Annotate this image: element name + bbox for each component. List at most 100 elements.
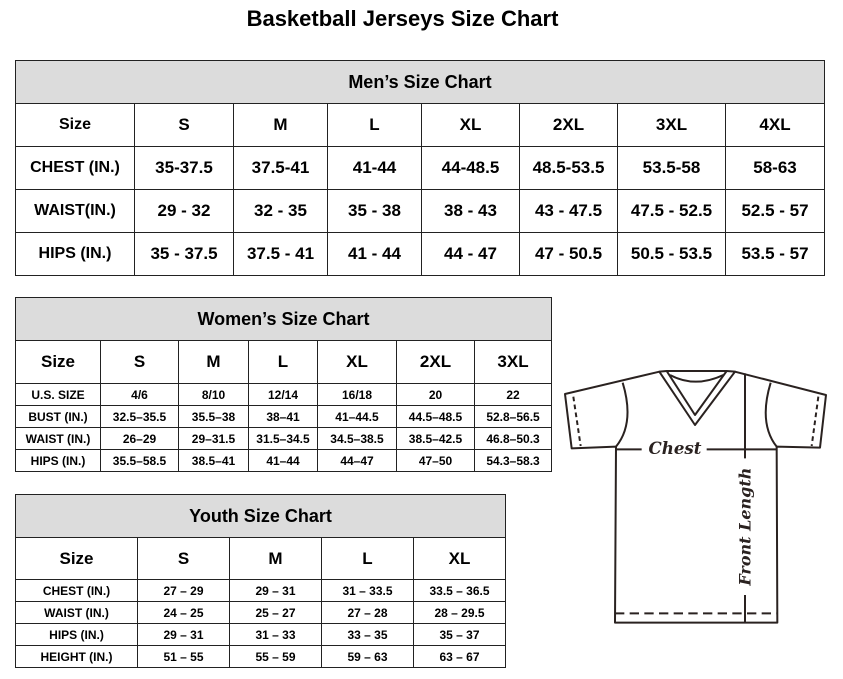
size-cell: 43 - 47.5 — [519, 189, 618, 233]
size-cell: 37.5-41 — [233, 146, 328, 190]
table-row: WAIST(IN.) 29 - 32 32 - 35 35 - 38 38 - 43 43… — [15, 189, 825, 233]
row-label: HIPS (IN.) — [15, 623, 138, 646]
size-cell: 35.5–58.5 — [100, 449, 179, 472]
size-cell: 55 – 59 — [229, 645, 322, 668]
size-cell: 41 - 44 — [327, 232, 422, 276]
size-cell: 29 - 32 — [134, 189, 234, 233]
table-row: HEIGHT (IN.) 51 – 55 55 – 59 59 – 63 63 – 67 — [15, 645, 507, 668]
size-cell: 35 – 37 — [412, 623, 507, 646]
table-row: HIPS (IN.) 29 – 31 31 – 33 33 – 35 35 – 37 — [15, 623, 507, 646]
size-cell: 50.5 - 53.5 — [617, 232, 726, 276]
table-row: BUST (IN.) 32.5–35.5 35.5–38 38–41 41–44.5 44… — [15, 405, 553, 428]
front-length-label: Front Length — [736, 468, 755, 587]
size-cell: XL — [421, 103, 520, 147]
size-cell: 38 - 43 — [421, 189, 520, 233]
size-cell: 4/6 — [100, 383, 179, 406]
size-cell: 3XL — [473, 340, 553, 384]
mens-size-table: Men’s Size Chart Size S M L XL 2XL 3XL 4XL CHEST … — [15, 60, 825, 276]
size-cell: 12/14 — [248, 383, 318, 406]
size-cell: 52.5 - 57 — [725, 189, 825, 233]
size-cell: 27 – 28 — [321, 601, 414, 624]
size-cell: 31 – 33 — [229, 623, 322, 646]
size-cell: 59 – 63 — [321, 645, 414, 668]
size-cell: 28 – 29.5 — [412, 601, 507, 624]
size-cell: 44 - 47 — [421, 232, 520, 276]
row-label: WAIST(IN.) — [15, 189, 135, 233]
row-label: WAIST (IN.) — [15, 427, 101, 450]
size-cell: 47–50 — [396, 449, 475, 472]
size-cell: 35.5–38 — [178, 405, 249, 428]
size-cell: 29 – 31 — [229, 579, 322, 602]
row-label: U.S. SIZE — [15, 383, 101, 406]
size-cell: 41–44 — [248, 449, 318, 472]
size-cell: 51 – 55 — [137, 645, 230, 668]
size-cell: 44-48.5 — [421, 146, 520, 190]
row-label: WAIST (IN.) — [15, 601, 138, 624]
size-cell: 47.5 - 52.5 — [617, 189, 726, 233]
size-cell: 20 — [396, 383, 475, 406]
size-cell: 38–41 — [248, 405, 318, 428]
size-cell: M — [233, 103, 328, 147]
table-row: WAIST (IN.) 24 – 25 25 – 27 27 – 28 28 – 29.… — [15, 601, 507, 624]
size-cell: 26–29 — [100, 427, 179, 450]
row-label: HIPS (IN.) — [15, 449, 101, 472]
size-cell: 3XL — [617, 103, 726, 147]
row-label: HEIGHT (IN.) — [15, 645, 138, 668]
size-cell: 58-63 — [725, 146, 825, 190]
size-cell: 41-44 — [327, 146, 422, 190]
size-cell: 25 – 27 — [229, 601, 322, 624]
size-cell: L — [327, 103, 422, 147]
sleeve-hem-left — [572, 396, 582, 447]
chest-label: Chest — [648, 438, 701, 458]
size-cell: XL — [317, 340, 397, 384]
size-cell: 52.8–56.5 — [473, 405, 553, 428]
size-cell: S — [134, 103, 234, 147]
size-cell: 35 - 38 — [327, 189, 422, 233]
header-row: Size S M L XL — [15, 537, 507, 580]
shirt-outline — [564, 370, 827, 624]
size-cell: 47 - 50.5 — [519, 232, 618, 276]
row-label: Size — [15, 537, 138, 580]
youth-size-table: Youth Size Chart Size S M L XL CHEST (IN.) 27 –… — [14, 494, 507, 668]
size-cell: 22 — [473, 383, 553, 406]
right-armhole — [764, 382, 778, 448]
size-cell: 38.5–41 — [178, 449, 249, 472]
size-cell: M — [178, 340, 249, 384]
size-cell: 46.8–50.3 — [473, 427, 553, 450]
size-cell: XL — [412, 537, 507, 580]
row-label: Size — [15, 103, 135, 147]
size-cell: 8/10 — [178, 383, 249, 406]
size-cell: 29–31.5 — [178, 427, 249, 450]
row-label: CHEST (IN.) — [15, 579, 138, 602]
table-row: HIPS (IN.) 35.5–58.5 38.5–41 41–44 44–47 47–5… — [15, 449, 553, 472]
size-cell: 31.5–34.5 — [248, 427, 318, 450]
size-cell: 63 – 67 — [412, 645, 507, 668]
size-cell: L — [248, 340, 318, 384]
size-cell: 4XL — [725, 103, 825, 147]
size-cell: M — [229, 537, 322, 580]
table-row: HIPS (IN.) 35 - 37.5 37.5 - 41 41 - 44 44 - … — [15, 232, 825, 276]
size-cell: L — [321, 537, 414, 580]
size-cell: 31 – 33.5 — [321, 579, 414, 602]
collar-arc — [669, 374, 724, 383]
size-cell: 38.5–42.5 — [396, 427, 475, 450]
header-row: Size S M L XL 2XL 3XL — [15, 340, 553, 384]
size-cell: 24 – 25 — [137, 601, 230, 624]
size-cell: 2XL — [519, 103, 618, 147]
size-cell: 2XL — [396, 340, 475, 384]
size-cell: 44–47 — [317, 449, 397, 472]
collar-outer — [658, 370, 736, 426]
size-cell: 33 – 35 — [321, 623, 414, 646]
table-title: Men’s Size Chart — [15, 60, 825, 104]
collar-inner — [665, 370, 728, 416]
left-armhole — [615, 382, 629, 448]
size-cell: 41–44.5 — [317, 405, 397, 428]
row-label: Size — [15, 340, 101, 384]
row-label: CHEST (IN.) — [15, 146, 135, 190]
size-cell: 33.5 – 36.5 — [412, 579, 507, 602]
size-cell: 53.5-58 — [617, 146, 726, 190]
table-row: CHEST (IN.) 27 – 29 29 – 31 31 – 33.5 33.5 –… — [15, 579, 507, 602]
size-cell: 54.3–58.3 — [473, 449, 553, 472]
size-cell: 53.5 - 57 — [725, 232, 825, 276]
size-cell: S — [137, 537, 230, 580]
